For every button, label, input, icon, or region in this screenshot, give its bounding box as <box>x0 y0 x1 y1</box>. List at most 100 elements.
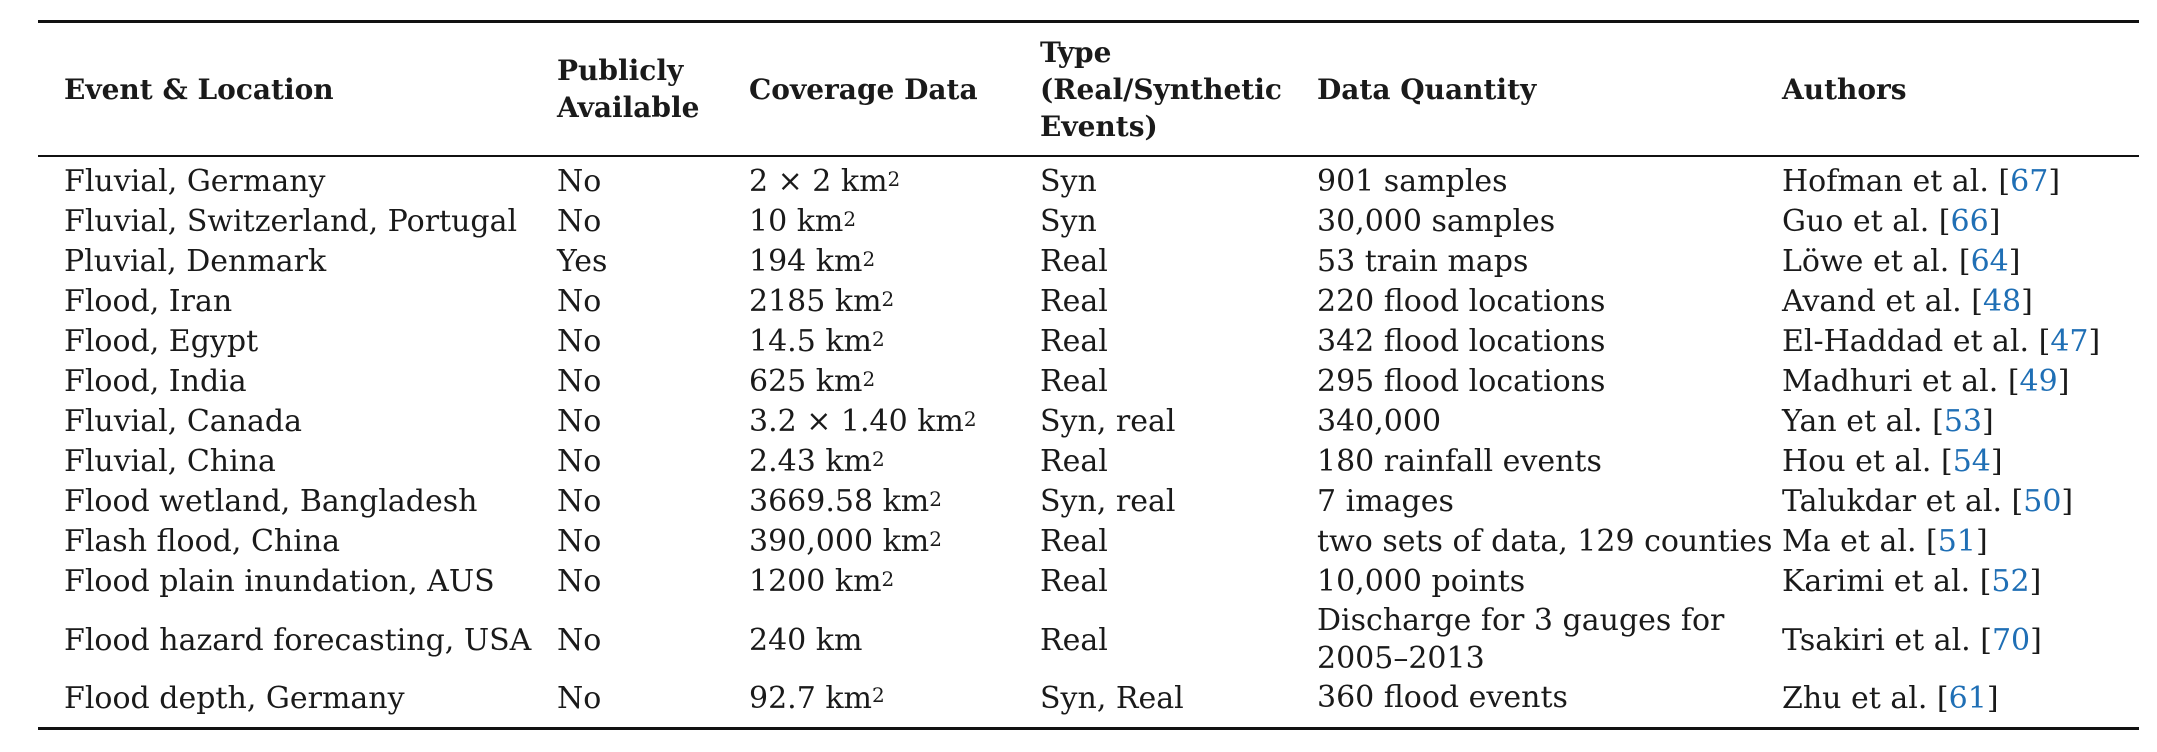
cell-data-quantity: 7 images <box>1317 482 1454 522</box>
publicly-available-text: No <box>557 284 602 320</box>
author-text: El-Haddad et al. [ <box>1782 324 2051 360</box>
cell-authors: Madhuri et al. [49] <box>1782 362 2069 402</box>
citation-bracket: ] <box>2021 284 2033 320</box>
citation-bracket: ] <box>1990 444 2003 480</box>
cell-publicly-available: No <box>557 322 601 362</box>
top-rule <box>38 20 2139 23</box>
cell-event-location: Fluvial, China <box>64 442 276 482</box>
citation-link[interactable]: 61 <box>1948 680 1987 716</box>
author-text: Tsakiri et al. [ <box>1782 622 1992 658</box>
table-row: Flood, Egypt No 14.5 km 2 Real 342 flood loca… <box>38 322 2139 362</box>
header-event-location: Event & Location <box>64 72 334 106</box>
cell-type: Syn, real <box>1040 482 1175 522</box>
header-type: Type (Real/Synthetic Events) <box>1040 35 1282 143</box>
cell-authors: Yan et al. [53] <box>1782 402 1994 442</box>
cell-authors: Talukdar et al. [50] <box>1782 482 2073 522</box>
cell-coverage-data: 2 × 2 km 2 <box>749 164 901 200</box>
publicly-available-text: No <box>557 204 602 240</box>
data-quantity-text: 342 flood locations <box>1317 323 1606 359</box>
author-text: Karimi et al. [ <box>1782 564 1992 600</box>
coverage-text: 92.7 km <box>749 680 872 716</box>
citation-link[interactable]: 54 <box>1952 444 1991 480</box>
citation-bracket: ] <box>2057 364 2070 400</box>
cell-coverage-data: 390,000 km 2 <box>749 524 942 560</box>
cell-authors: Zhu et al. [61] <box>1782 679 1999 719</box>
event-location-text: Fluvial, Germany <box>64 164 326 200</box>
citation-link[interactable]: 50 <box>2023 484 2062 520</box>
author-text: Guo et al. [ <box>1782 204 1951 240</box>
data-quantity-text: 180 rainfall events <box>1317 443 1602 479</box>
coverage-text: 390,000 km <box>749 524 930 560</box>
cell-coverage-data: 92.7 km 2 <box>749 680 885 716</box>
publicly-available-text: No <box>557 622 602 658</box>
author-text: Avand et al. [ <box>1782 284 1983 320</box>
cell-coverage-data: 14.5 km 2 <box>749 324 885 360</box>
citation-bracket: ] <box>2029 564 2042 600</box>
citation-link[interactable]: 66 <box>1950 204 1989 240</box>
cell-data-quantity: 220 flood locations <box>1317 282 1605 322</box>
publicly-available-text: No <box>557 364 602 400</box>
type-text: Real <box>1040 524 1108 560</box>
citation-link[interactable]: 48 <box>1982 284 2022 320</box>
author-text: Löwe et al. [ <box>1782 244 1971 280</box>
coverage-text: 10 km <box>749 204 844 240</box>
cell-coverage-data: 1200 km 2 <box>749 564 895 600</box>
cell-type: Real <box>1040 562 1108 602</box>
citation-bracket: ] <box>2008 244 2021 280</box>
publicly-available-text: No <box>557 164 602 200</box>
cell-data-quantity: 360 flood events <box>1317 679 1568 719</box>
cell-event-location: Fluvial, Canada <box>64 402 302 442</box>
data-quantity-text: 295 flood locations <box>1317 363 1606 399</box>
citation-link[interactable]: 52 <box>1991 564 2030 600</box>
cell-data-quantity: 340,000 <box>1317 402 1441 442</box>
cell-event-location: Pluvial, Denmark <box>64 242 326 282</box>
data-quantity-lines: 180 rainfall events <box>1317 443 1602 481</box>
citation-bracket: ] <box>1975 524 1988 560</box>
header-coverage-data: Coverage Data <box>749 72 978 106</box>
table-row: Flash flood, China No 390,000 km 2 Real two s… <box>38 522 2139 562</box>
cell-publicly-available: No <box>557 362 601 402</box>
coverage-text: 14.5 km <box>749 324 872 360</box>
publicly-available-text: No <box>557 324 602 360</box>
data-quantity-text: 360 flood events <box>1317 680 1568 716</box>
cell-event-location: Flood, India <box>64 362 247 402</box>
event-location-text: Flood, Iran <box>64 284 233 320</box>
citation-link[interactable]: 67 <box>2010 164 2049 200</box>
cell-type: Real <box>1040 442 1108 482</box>
coverage-text: 240 km <box>749 622 863 658</box>
author-text: Zhu et al. [ <box>1782 680 1949 716</box>
citation-link[interactable]: 53 <box>1943 404 1983 440</box>
type-text: Real <box>1040 564 1108 600</box>
cell-coverage-data: 3.2 × 1.40 km 2 <box>749 404 977 440</box>
header-publicly-available: Publicly Available <box>557 54 700 124</box>
cell-event-location: Fluvial, Germany <box>64 162 326 202</box>
data-quantity-lines: 10,000 points <box>1317 563 1525 601</box>
type-text: Real <box>1040 244 1108 280</box>
coverage-text: 2185 km <box>749 284 882 320</box>
event-location-text: Fluvial, Switzerland, Portugal <box>64 204 518 240</box>
cell-type: Real <box>1040 282 1108 322</box>
citation-link[interactable]: 51 <box>1937 524 1976 560</box>
header-data-quantity: Data Quantity <box>1317 72 1537 106</box>
event-location-text: Flood wetland, Bangladesh <box>64 484 478 520</box>
citation-link[interactable]: 70 <box>1991 622 2031 658</box>
event-location-text: Flood depth, Germany <box>64 680 405 716</box>
data-quantity-lines: two sets of data, 129 counties <box>1317 523 1772 561</box>
citation-link[interactable]: 49 <box>2019 364 2058 400</box>
cell-event-location: Flood hazard forecasting, USA <box>64 602 531 678</box>
coverage-text: 625 km <box>749 364 863 400</box>
coverage-text: 3.2 × 1.40 km <box>749 404 964 440</box>
data-quantity-lines: 53 train maps <box>1317 243 1528 281</box>
cell-event-location: Flood, Egypt <box>64 322 258 362</box>
cell-publicly-available: No <box>557 482 601 522</box>
citation-link[interactable]: 47 <box>2050 324 2089 360</box>
coverage-text: 1200 km <box>749 564 882 600</box>
data-quantity-lines: 342 flood locations <box>1317 323 1605 361</box>
coverage-text: 2 × 2 km <box>749 164 888 200</box>
cell-coverage-data: 2.43 km 2 <box>749 444 885 480</box>
cell-event-location: Flash flood, China <box>64 522 340 562</box>
citation-link[interactable]: 64 <box>1970 244 2009 280</box>
cell-data-quantity: two sets of data, 129 counties <box>1317 522 1772 562</box>
cell-publicly-available: Yes <box>557 242 607 282</box>
event-location-text: Flash flood, China <box>64 524 341 560</box>
